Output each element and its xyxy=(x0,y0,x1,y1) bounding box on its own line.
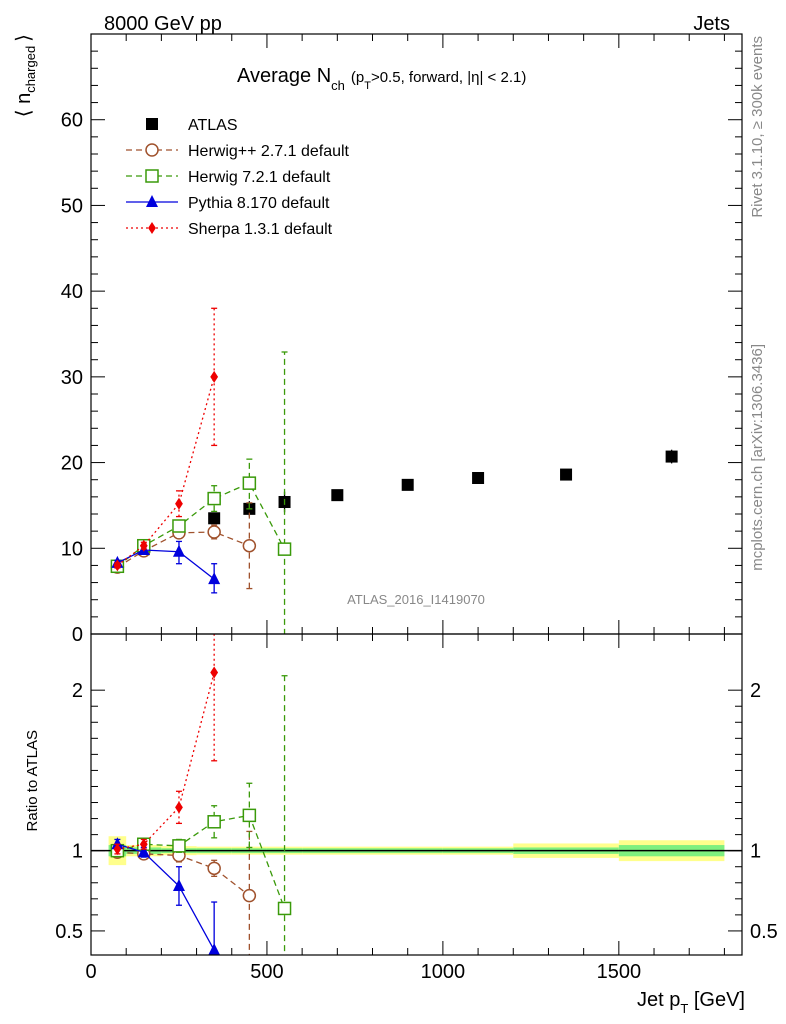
legend-marker-sherpa xyxy=(148,222,156,234)
x-axis-label-unit: [GeV] xyxy=(688,989,745,1011)
chart-title: Average Nch (pT>0.5, forward, |η| < 2.1) xyxy=(237,65,526,93)
legend-label-pythia: Pythia 8.170 default xyxy=(188,195,330,212)
ratio-uncertainty-bands xyxy=(91,836,742,866)
ratio-y-tick-label-right: 0.5 xyxy=(750,921,778,943)
point-sherpa xyxy=(210,370,219,383)
series-line-pythia xyxy=(117,549,215,580)
ratio-y-axis-label: Ratio to ATLAS xyxy=(24,730,41,831)
ratio-point-sherpa xyxy=(139,838,148,851)
ratio-point-herwig7 xyxy=(172,839,186,853)
ratio-line-pythia xyxy=(117,843,215,951)
ratio-y-tick-label: 1 xyxy=(72,841,83,863)
title-cond: (p xyxy=(351,69,364,86)
y-tick-label: 20 xyxy=(61,453,83,475)
point-atlas xyxy=(472,472,485,484)
mcplots-label: mcplots.cern.ch [arXiv:1306.3436] xyxy=(749,344,766,571)
panel-frames xyxy=(90,33,743,956)
point-herwigpp xyxy=(207,525,221,539)
point-atlas xyxy=(208,512,221,525)
title-cond-rest: >0.5, forward, |η| < 2.1) xyxy=(371,69,526,86)
analysis-watermark: ATLAS_2016_I1419070 xyxy=(347,592,485,607)
legend-label-atlas: ATLAS xyxy=(188,117,238,134)
legend-marker-atlas xyxy=(146,118,158,130)
y-tick-label: 50 xyxy=(61,195,83,217)
y-tick-label: 30 xyxy=(61,367,83,389)
x-tick-label: 0 xyxy=(85,961,96,983)
x-tick-label: 1500 xyxy=(597,961,642,983)
title-main-sub: ch xyxy=(331,78,345,93)
ratio-point-herwig7 xyxy=(207,815,221,829)
point-pythia xyxy=(172,544,185,557)
y-tick-label: 10 xyxy=(61,538,83,560)
ratio-panel-series xyxy=(110,634,292,955)
y-tick-label: 0 xyxy=(72,624,83,646)
ratio-point-sherpa xyxy=(113,843,122,856)
y-tick-label: 60 xyxy=(61,110,83,132)
point-atlas xyxy=(665,450,678,463)
ratio-line-sherpa xyxy=(117,672,215,850)
y-tick-label: 40 xyxy=(61,281,83,303)
x-tick-label: 1000 xyxy=(421,961,466,983)
ratio-point-herwigpp xyxy=(207,861,221,876)
ratio-point-pythia xyxy=(172,878,185,891)
ratio-point-herwigpp xyxy=(242,888,257,903)
title-main: Average N xyxy=(237,65,331,87)
title-cond-sub: T xyxy=(364,80,371,92)
legend-marker-herwig7 xyxy=(145,169,159,183)
main-panel-series xyxy=(110,307,678,634)
point-pythia xyxy=(208,572,221,585)
ratio-panel-frame xyxy=(90,633,743,956)
series-line-sherpa xyxy=(117,376,215,566)
ratio-y-tick-label-right: 1 xyxy=(750,841,761,863)
ratio-point-sherpa xyxy=(210,666,219,679)
point-sherpa xyxy=(139,539,148,552)
ratio-point-herwig7 xyxy=(277,901,292,916)
point-atlas xyxy=(560,468,573,481)
y-axis-label-close: ⟩ xyxy=(13,34,35,42)
point-herwigpp xyxy=(242,538,257,553)
y-axis-label-sub: charged xyxy=(23,46,38,93)
point-atlas xyxy=(331,489,344,502)
ratio-line-herwig7 xyxy=(117,814,286,909)
ratio-y-tick-label: 2 xyxy=(72,680,83,702)
point-herwig7 xyxy=(207,491,221,506)
legend-label-herwigpp: Herwig++ 2.7.1 default xyxy=(188,143,350,160)
ratio-y-tick-label: 0.5 xyxy=(55,921,83,943)
y-axis-label-main: ⟨ n xyxy=(13,93,35,117)
point-sherpa xyxy=(113,559,122,572)
process-label: Jets xyxy=(693,13,730,35)
ratio-point-herwig7 xyxy=(242,808,257,823)
legend-label-sherpa: Sherpa 1.3.1 default xyxy=(188,221,333,238)
ratio-y-tick-label-right: 2 xyxy=(750,680,761,702)
y-axis-label: ⟨ ncharged ⟩ xyxy=(13,34,38,117)
point-herwig7 xyxy=(242,476,257,490)
ratio-point-pythia xyxy=(208,943,221,955)
point-atlas xyxy=(401,478,414,491)
rivet-label: Rivet 3.1.10, ≥ 300k events xyxy=(749,36,766,218)
x-axis-label-main: Jet p xyxy=(637,989,680,1011)
legend-label-herwig7: Herwig 7.2.1 default xyxy=(188,169,331,186)
legend-marker-pythia xyxy=(146,195,158,207)
energy-label: 8000 GeV pp xyxy=(104,13,222,35)
x-axis-label-sub: T xyxy=(680,1001,688,1016)
ratio-point-pythia xyxy=(137,845,150,858)
ratio-point-sherpa xyxy=(175,801,183,814)
x-axis-label: Jet pT [GeV] xyxy=(637,989,745,1016)
point-herwig7 xyxy=(172,519,186,533)
point-herwig7 xyxy=(277,542,292,556)
x-tick-label: 500 xyxy=(250,961,283,983)
legend-marker-herwigpp xyxy=(145,143,159,157)
point-sherpa xyxy=(175,497,183,510)
legend: ATLAS Herwig++ 2.7.1 default Herwig 7.2.1 … xyxy=(126,117,350,238)
